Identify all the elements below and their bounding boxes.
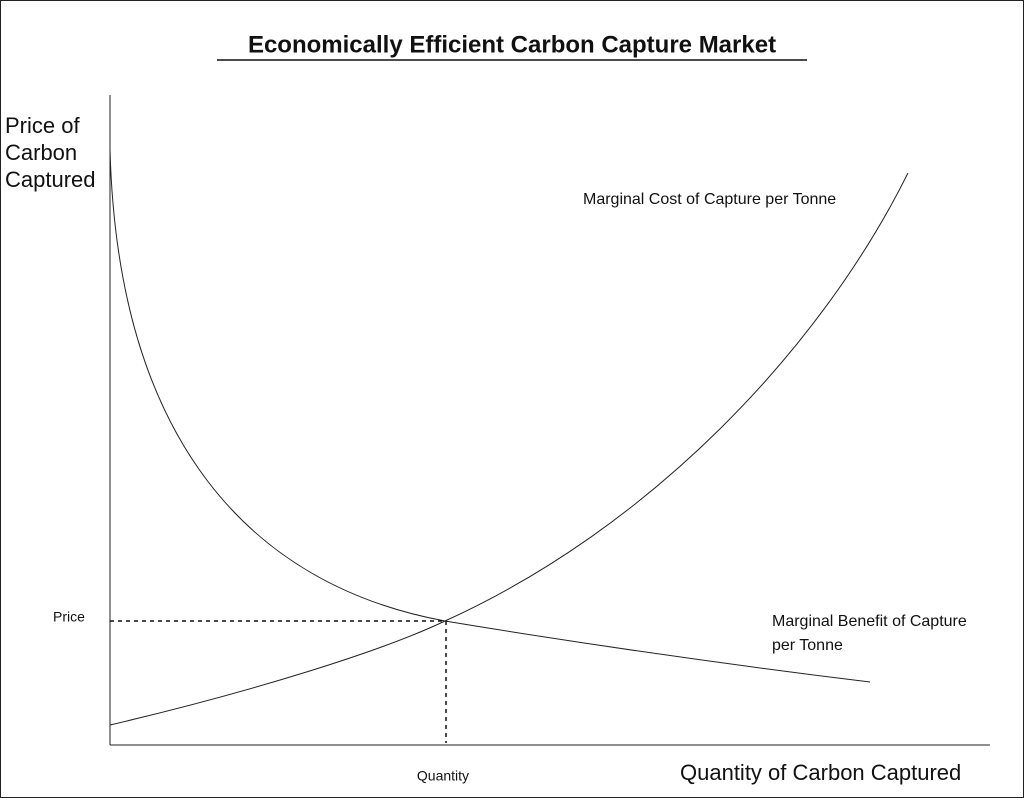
curve-label: Marginal Cost of Capture per Tonne (583, 191, 836, 208)
price-label: Price (53, 609, 85, 625)
y-axis-label: Price of (5, 113, 80, 138)
quantity-label: Quantity (417, 768, 469, 784)
marginal-benefit-curve (109, 149, 871, 683)
y-axis-label: Carbon (5, 140, 77, 165)
marginal-cost-curve (109, 172, 909, 726)
curve-label: Marginal Benefit of Capture (772, 613, 967, 630)
x-axis-label: Quantity of Carbon Captured (680, 760, 961, 785)
y-axis-label: Captured (5, 167, 96, 192)
title: Economically Efficient Carbon Capture Ma… (248, 31, 776, 58)
curve-label: per Tonne (772, 637, 843, 654)
